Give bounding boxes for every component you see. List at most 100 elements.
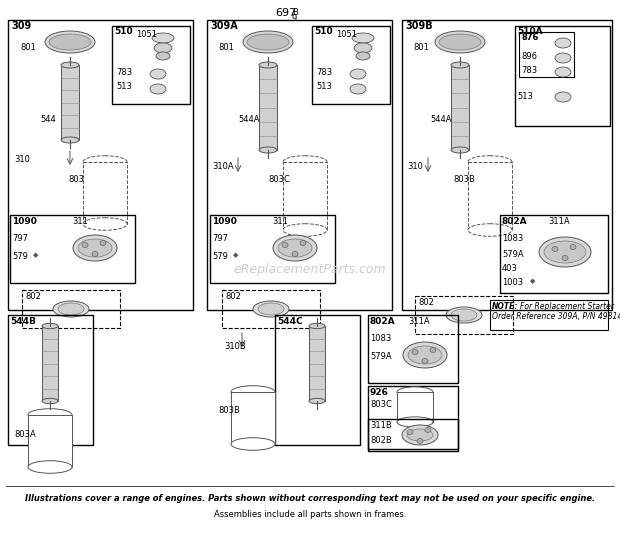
Bar xyxy=(259,65,277,150)
Ellipse shape xyxy=(156,52,170,60)
Ellipse shape xyxy=(61,62,79,68)
Bar xyxy=(490,300,608,330)
Ellipse shape xyxy=(356,52,370,60)
Bar xyxy=(42,326,58,401)
Ellipse shape xyxy=(555,67,571,77)
Text: 802A: 802A xyxy=(502,217,528,226)
Text: 802A: 802A xyxy=(370,317,396,326)
Text: 310: 310 xyxy=(407,162,423,171)
Text: 544C: 544C xyxy=(277,317,303,326)
Text: 311: 311 xyxy=(272,217,288,226)
Text: Order Reference 309A, P/N 498148: Order Reference 309A, P/N 498148 xyxy=(492,312,620,321)
Ellipse shape xyxy=(278,239,312,257)
Text: 311A: 311A xyxy=(408,317,430,326)
Text: 803C: 803C xyxy=(268,175,290,184)
Text: 309: 309 xyxy=(11,21,31,31)
Text: 783: 783 xyxy=(316,68,332,77)
Ellipse shape xyxy=(150,84,166,94)
Bar xyxy=(61,65,79,140)
Bar xyxy=(397,392,433,422)
Ellipse shape xyxy=(425,427,431,433)
Text: 544B: 544B xyxy=(10,317,36,326)
Ellipse shape xyxy=(417,439,423,444)
Ellipse shape xyxy=(53,301,89,317)
Ellipse shape xyxy=(407,429,433,441)
Text: 1051: 1051 xyxy=(136,30,157,39)
Ellipse shape xyxy=(309,323,325,329)
Ellipse shape xyxy=(231,386,275,398)
Ellipse shape xyxy=(451,309,477,321)
Ellipse shape xyxy=(28,409,72,421)
Bar xyxy=(515,26,610,126)
Text: 803B: 803B xyxy=(453,175,475,184)
Text: 579: 579 xyxy=(212,252,228,261)
Bar xyxy=(231,392,275,444)
Text: 513: 513 xyxy=(316,82,332,91)
Ellipse shape xyxy=(435,31,485,53)
Bar xyxy=(22,290,120,328)
Text: 783: 783 xyxy=(521,66,537,75)
Ellipse shape xyxy=(154,43,172,53)
Ellipse shape xyxy=(258,303,284,315)
Text: 1003: 1003 xyxy=(502,278,523,287)
Ellipse shape xyxy=(49,34,91,50)
Bar xyxy=(283,162,327,230)
Ellipse shape xyxy=(92,251,98,256)
Text: 510A: 510A xyxy=(517,27,542,36)
Text: 802: 802 xyxy=(25,292,41,301)
Text: NOTE:: NOTE: xyxy=(492,302,518,311)
Text: 309A: 309A xyxy=(210,21,237,31)
Ellipse shape xyxy=(562,256,568,261)
Bar xyxy=(28,415,72,467)
Text: 1083: 1083 xyxy=(370,334,391,343)
Text: Assemblies include all parts shown in frames.: Assemblies include all parts shown in fr… xyxy=(214,510,406,519)
Bar xyxy=(10,215,135,283)
Ellipse shape xyxy=(446,307,482,323)
Ellipse shape xyxy=(42,323,58,329)
Ellipse shape xyxy=(231,438,275,450)
Ellipse shape xyxy=(468,224,512,236)
Ellipse shape xyxy=(555,38,571,48)
Ellipse shape xyxy=(253,301,289,317)
Text: 9: 9 xyxy=(292,14,297,23)
Bar xyxy=(451,65,469,150)
Text: 801: 801 xyxy=(20,43,36,52)
Text: 544: 544 xyxy=(40,115,56,124)
Ellipse shape xyxy=(283,156,327,168)
Bar xyxy=(415,296,513,334)
Ellipse shape xyxy=(28,460,72,473)
Bar xyxy=(207,20,392,310)
Ellipse shape xyxy=(78,239,112,257)
Ellipse shape xyxy=(73,235,117,261)
Text: 802: 802 xyxy=(418,298,434,307)
Bar xyxy=(368,419,458,449)
Ellipse shape xyxy=(422,358,428,363)
Bar xyxy=(8,20,193,310)
Ellipse shape xyxy=(259,147,277,153)
Text: 311: 311 xyxy=(72,217,88,226)
Text: 801: 801 xyxy=(218,43,234,52)
Text: 896: 896 xyxy=(521,52,537,61)
Bar xyxy=(275,315,360,445)
Ellipse shape xyxy=(407,430,413,434)
Text: 311A: 311A xyxy=(548,217,570,226)
Ellipse shape xyxy=(292,251,298,256)
Text: 579A: 579A xyxy=(502,250,524,259)
Text: 797: 797 xyxy=(12,234,28,243)
Ellipse shape xyxy=(282,243,288,248)
Ellipse shape xyxy=(555,53,571,63)
Ellipse shape xyxy=(412,350,418,355)
Text: 311B: 311B xyxy=(370,421,392,430)
Ellipse shape xyxy=(350,69,366,79)
Ellipse shape xyxy=(539,237,591,267)
Ellipse shape xyxy=(283,224,327,236)
Text: ◆: ◆ xyxy=(530,278,536,284)
Ellipse shape xyxy=(570,244,576,249)
Ellipse shape xyxy=(403,342,447,368)
Ellipse shape xyxy=(451,62,469,68)
Ellipse shape xyxy=(555,92,571,102)
Ellipse shape xyxy=(247,34,289,50)
Text: 803C: 803C xyxy=(370,400,392,409)
Ellipse shape xyxy=(352,33,374,43)
Text: 876: 876 xyxy=(521,33,538,42)
